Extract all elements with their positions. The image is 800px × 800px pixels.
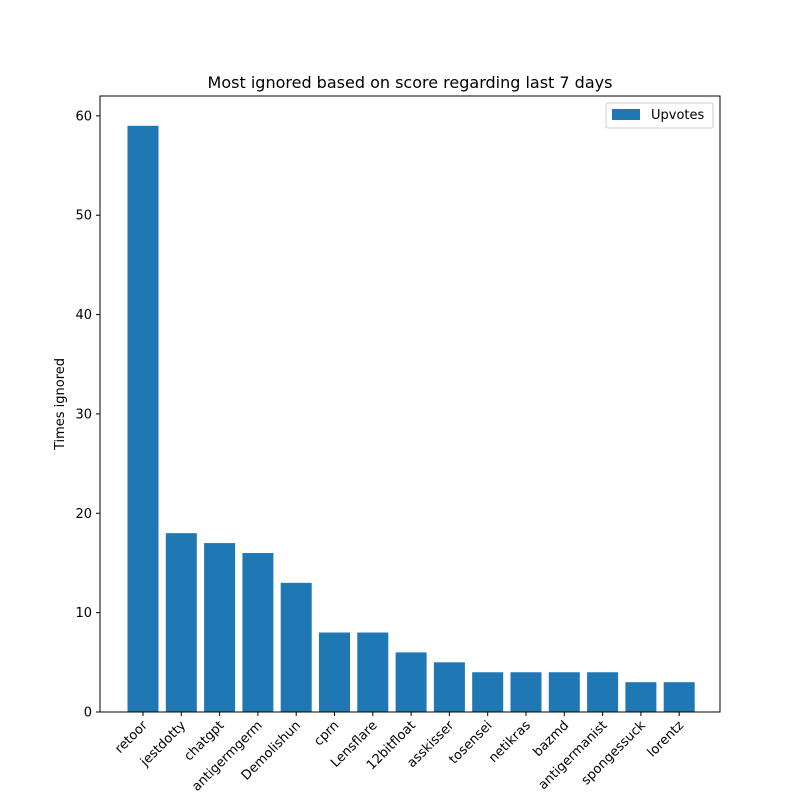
y-tick-label: 20 <box>75 507 92 522</box>
bar-lorentz <box>663 682 695 712</box>
x-tick-label-cprn: cprn <box>311 718 342 749</box>
legend-swatch <box>612 109 640 120</box>
bars-group <box>127 125 695 712</box>
bar-asskisser <box>433 662 465 712</box>
y-axis-label: Times ignored <box>53 358 68 451</box>
y-tick-label: 40 <box>75 308 92 323</box>
x-tick-label-netikras: netikras <box>486 718 534 766</box>
bar-antigermgerm <box>242 553 274 712</box>
bar-chatgpt <box>204 543 236 712</box>
bar-spongessuck <box>625 682 657 712</box>
bar-antigermanist <box>587 672 619 712</box>
legend-label-upvotes: Upvotes <box>651 108 705 123</box>
x-tick-label-lorentz: lorentz <box>645 718 687 760</box>
x-tick-label-antigermanist: antigermanist <box>536 718 611 793</box>
bar-netikras <box>510 672 542 712</box>
y-tick-label: 60 <box>75 109 92 124</box>
bar-tosensei <box>472 672 504 712</box>
plot-frame <box>99 95 721 713</box>
y-tick-label: 10 <box>75 606 92 621</box>
bar-demolishun <box>280 582 312 712</box>
bar-bazmd <box>548 672 580 712</box>
bar-retoor <box>127 125 159 712</box>
bar-lensflare <box>357 632 389 712</box>
legend: Upvotes <box>605 102 714 129</box>
y-tick-label: 0 <box>84 706 92 721</box>
bar-12bitfloat <box>395 652 427 712</box>
chart-title: Most ignored based on score regarding la… <box>208 73 613 92</box>
bar-jestdotty <box>165 533 197 712</box>
bar-cprn <box>319 632 350 712</box>
y-tick-label: 50 <box>75 209 92 224</box>
x-axis: retoorjestdottychatgptantigermgermDemoli… <box>112 712 687 795</box>
y-tick-label: 30 <box>75 407 92 422</box>
y-axis: 0 10 20 30 40 50 60 <box>75 109 100 721</box>
